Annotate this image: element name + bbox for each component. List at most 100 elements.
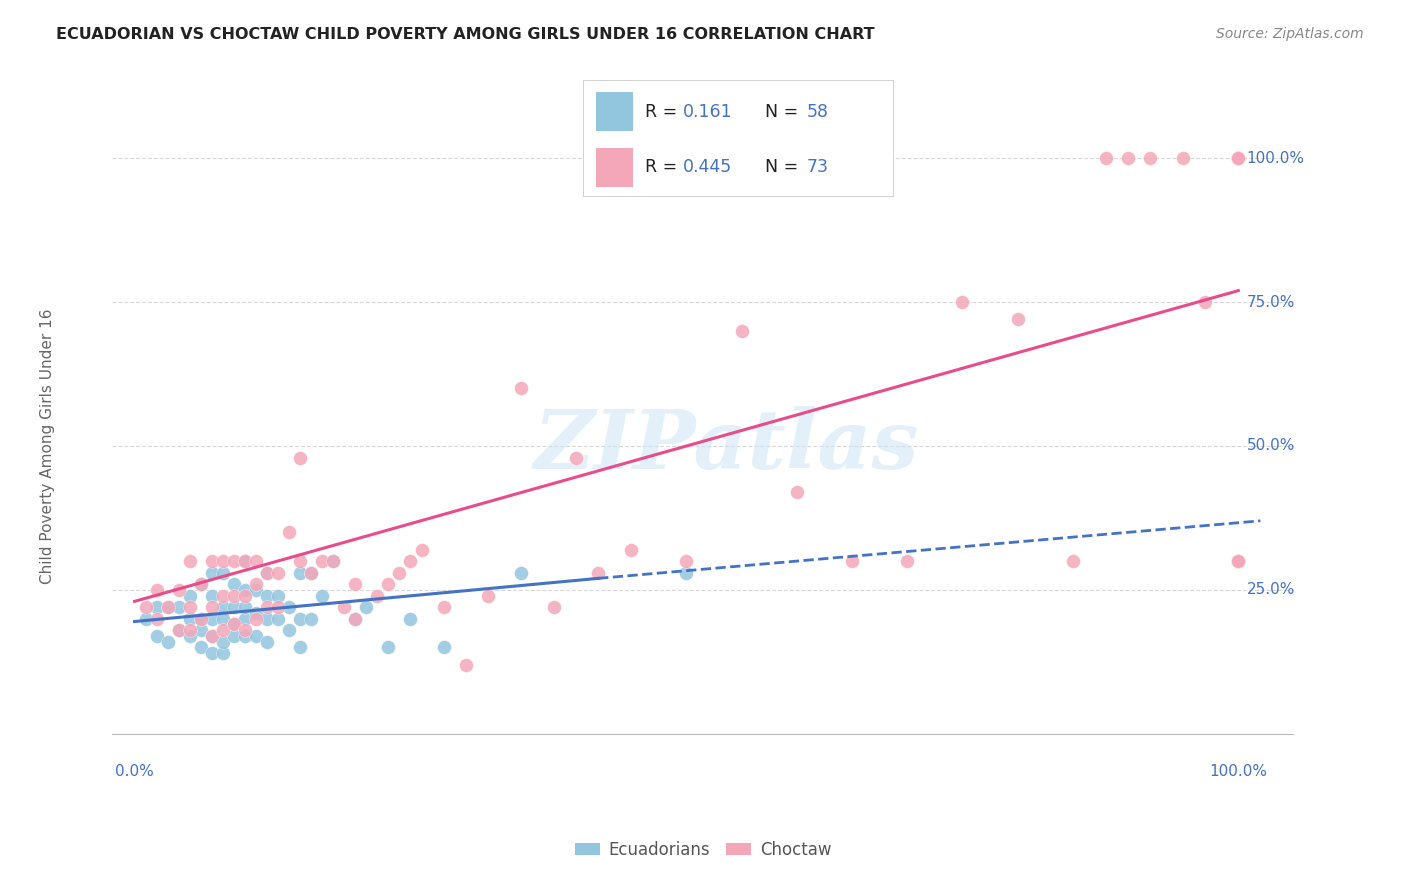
Point [433,640,456,655]
Point [366,589,388,603]
Point [477,589,499,603]
Point [245,554,267,568]
Legend: Ecuadorians, Choctaw: Ecuadorians, Choctaw [568,835,838,866]
Text: 0.161: 0.161 [682,103,733,120]
Point [190,612,212,626]
Point [565,450,588,465]
Point [1227,554,1250,568]
Point [950,295,973,310]
Point [145,629,167,643]
Point [1227,554,1250,568]
Point [344,612,367,626]
Text: R =: R = [645,103,683,120]
Point [388,566,411,580]
FancyBboxPatch shape [596,92,633,131]
Point [1227,151,1250,165]
Point [212,623,235,637]
Point [233,623,256,637]
Point [278,600,301,615]
Text: 0.445: 0.445 [682,158,731,177]
Text: R =: R = [645,158,683,177]
Point [212,566,235,580]
Point [201,566,224,580]
Point [190,577,212,591]
Point [267,566,290,580]
Point [1227,151,1250,165]
Point [245,629,267,643]
Text: Source: ZipAtlas.com: Source: ZipAtlas.com [1216,27,1364,41]
Point [201,600,224,615]
Point [233,554,256,568]
Point [586,566,609,580]
Point [233,582,256,597]
Point [344,612,367,626]
Point [256,589,278,603]
Point [190,612,212,626]
Point [212,634,235,648]
Point [433,600,456,615]
Point [212,589,235,603]
Point [278,525,301,540]
Point [222,554,245,568]
Point [135,600,157,615]
Point [222,629,245,643]
Point [278,623,301,637]
Point [179,600,201,615]
Point [256,612,278,626]
Point [179,589,201,603]
Text: 75.0%: 75.0% [1247,294,1295,310]
Point [399,554,422,568]
Point [675,566,697,580]
Text: N =: N = [754,158,803,177]
Point [201,612,224,626]
Point [322,554,344,568]
Point [245,577,267,591]
Point [267,612,290,626]
Text: N =: N = [754,103,803,120]
Point [233,629,256,643]
Point [1007,312,1029,326]
Point [212,612,235,626]
Point [256,634,278,648]
Point [190,623,212,637]
Point [201,629,224,643]
Text: ECUADORIAN VS CHOCTAW CHILD POVERTY AMONG GIRLS UNDER 16 CORRELATION CHART: ECUADORIAN VS CHOCTAW CHILD POVERTY AMON… [56,27,875,42]
Point [212,600,235,615]
Point [179,623,201,637]
Point [377,640,399,655]
Point [167,623,190,637]
Point [786,485,808,500]
Point [179,629,201,643]
Point [222,589,245,603]
Point [311,589,333,603]
Point [179,554,201,568]
Point [222,617,245,632]
Point [841,554,863,568]
Point [156,600,179,615]
Point [1227,554,1250,568]
Point [896,554,918,568]
Point [1095,151,1118,165]
Point [311,554,333,568]
Point [179,612,201,626]
Point [201,646,224,660]
Point [156,634,179,648]
Point [222,617,245,632]
Point [543,600,565,615]
Point [1227,151,1250,165]
Point [212,646,235,660]
Point [1194,295,1216,310]
Point [233,600,256,615]
Text: 73: 73 [806,158,828,177]
Point [256,566,278,580]
Point [212,554,235,568]
Point [190,577,212,591]
Text: 0.0%: 0.0% [115,764,153,780]
Point [288,612,311,626]
Point [135,612,157,626]
Point [333,600,356,615]
Point [145,612,167,626]
Point [675,554,697,568]
Point [1139,151,1161,165]
Point [299,612,322,626]
